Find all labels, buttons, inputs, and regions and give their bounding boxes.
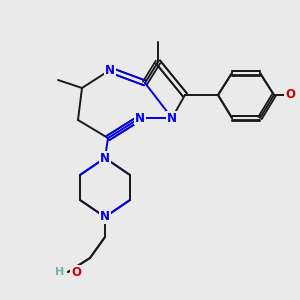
Text: H: H <box>55 267 64 277</box>
Text: O: O <box>71 266 81 278</box>
Text: N: N <box>105 64 115 76</box>
Text: N: N <box>100 211 110 224</box>
Text: N: N <box>100 152 110 164</box>
Text: O: O <box>285 88 295 101</box>
Text: N: N <box>135 112 145 124</box>
Text: N: N <box>167 112 177 124</box>
